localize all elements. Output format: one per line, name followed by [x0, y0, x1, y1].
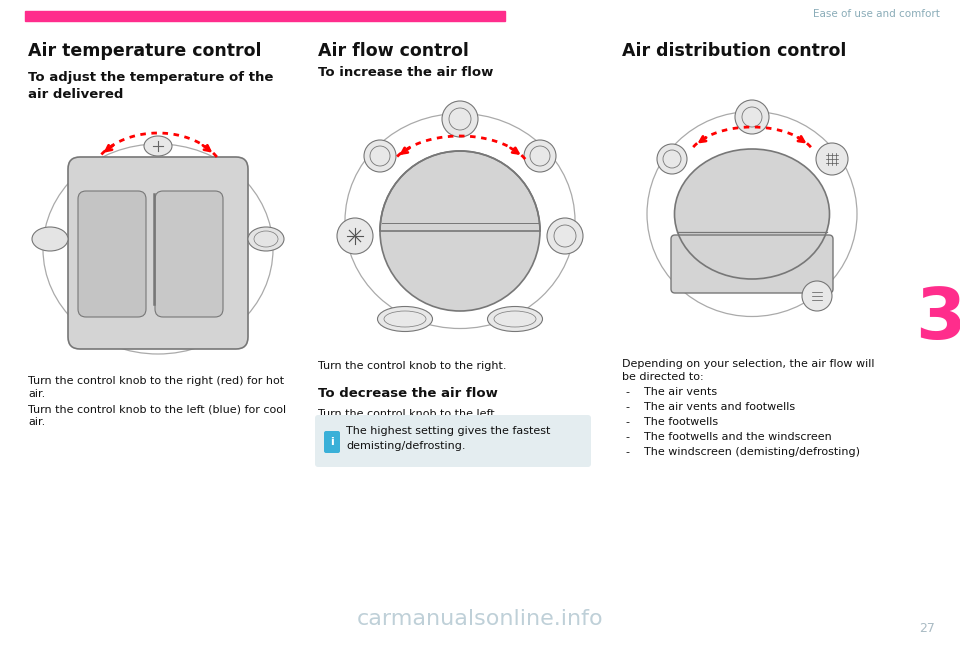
FancyBboxPatch shape	[155, 191, 223, 317]
Circle shape	[364, 140, 396, 172]
Text: Air temperature control: Air temperature control	[28, 42, 261, 60]
Ellipse shape	[248, 227, 284, 251]
Text: To adjust the temperature of the
air delivered: To adjust the temperature of the air del…	[28, 71, 274, 101]
Circle shape	[735, 100, 769, 134]
Text: Air flow control: Air flow control	[318, 42, 468, 60]
FancyBboxPatch shape	[78, 191, 146, 317]
Text: -    The air vents and footwells: - The air vents and footwells	[626, 402, 795, 412]
Text: 27: 27	[919, 622, 935, 635]
FancyBboxPatch shape	[315, 415, 591, 467]
Text: air.: air.	[28, 389, 45, 399]
Circle shape	[802, 281, 832, 311]
Text: To decrease the air flow: To decrease the air flow	[318, 387, 498, 400]
FancyBboxPatch shape	[324, 431, 340, 453]
Text: be directed to:: be directed to:	[622, 372, 704, 382]
Text: Air distribution control: Air distribution control	[622, 42, 847, 60]
Text: The highest setting gives the fastest: The highest setting gives the fastest	[346, 426, 550, 436]
Ellipse shape	[380, 151, 540, 311]
Text: Ease of use and comfort: Ease of use and comfort	[813, 9, 940, 19]
Circle shape	[816, 143, 848, 175]
Text: Turn the control knob to the right (red) for hot: Turn the control knob to the right (red)…	[28, 376, 284, 386]
Text: demisting/defrosting.: demisting/defrosting.	[346, 441, 466, 451]
Ellipse shape	[32, 227, 68, 251]
FancyBboxPatch shape	[68, 157, 248, 349]
Text: Turn the control knob to the left (blue) for cool: Turn the control knob to the left (blue)…	[28, 404, 286, 414]
Text: -    The windscreen (demisting/defrosting): - The windscreen (demisting/defrosting)	[626, 447, 860, 457]
FancyBboxPatch shape	[671, 235, 833, 293]
Ellipse shape	[345, 114, 575, 328]
Text: Turn the control knob to the left.: Turn the control knob to the left.	[318, 409, 498, 419]
Ellipse shape	[488, 306, 542, 332]
Ellipse shape	[675, 149, 829, 279]
Circle shape	[547, 218, 583, 254]
Text: Turn the control knob to the right.: Turn the control knob to the right.	[318, 361, 507, 371]
Bar	[25, 11, 505, 21]
Text: -    The footwells and the windscreen: - The footwells and the windscreen	[626, 432, 831, 442]
Text: To increase the air flow: To increase the air flow	[318, 66, 493, 79]
Text: Depending on your selection, the air flow will: Depending on your selection, the air flo…	[622, 359, 875, 369]
Ellipse shape	[647, 112, 857, 317]
Text: i: i	[330, 437, 334, 447]
Circle shape	[337, 218, 373, 254]
Text: -    The footwells: - The footwells	[626, 417, 718, 427]
Circle shape	[524, 140, 556, 172]
Text: -    The air vents: - The air vents	[626, 387, 717, 397]
Ellipse shape	[144, 136, 172, 156]
Text: carmanualsonline.info: carmanualsonline.info	[357, 609, 603, 629]
Circle shape	[442, 101, 478, 137]
Circle shape	[657, 144, 687, 174]
Ellipse shape	[43, 144, 273, 354]
Text: air.: air.	[28, 417, 45, 427]
Text: 3: 3	[915, 284, 960, 354]
Ellipse shape	[377, 306, 433, 332]
